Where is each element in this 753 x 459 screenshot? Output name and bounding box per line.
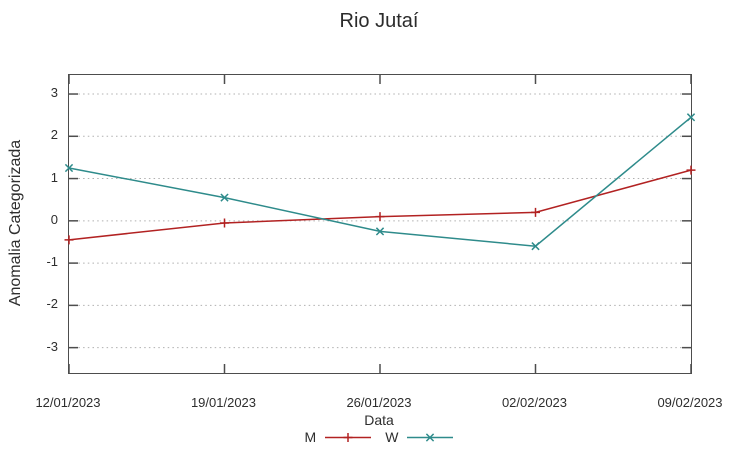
plus-marker <box>64 235 74 245</box>
legend-sample <box>325 432 372 442</box>
x-tick-label: 09/02/2023 <box>657 395 723 410</box>
x-tick-label: 19/01/2023 <box>190 395 257 410</box>
plus-marker <box>375 212 385 222</box>
cross-marker <box>64 163 74 173</box>
legend: M W <box>68 429 690 445</box>
legend-label-m: M <box>304 429 317 445</box>
plus-marker <box>686 165 696 175</box>
cross-marker <box>531 242 540 251</box>
plot-area <box>64 74 696 374</box>
chart-title: Rio Jutaí <box>339 10 419 32</box>
x-tick-label: 02/02/2023 <box>501 395 568 410</box>
x-axis-label: Data <box>364 412 394 428</box>
y-tick-label: 0 <box>50 211 58 227</box>
legend-item-w: W <box>385 429 454 445</box>
series-line-m <box>68 169 692 241</box>
cross-marker <box>375 227 385 236</box>
y-tick-label: 1 <box>50 169 58 185</box>
plot-svg <box>64 75 696 373</box>
plus-marker <box>531 207 540 217</box>
cross-marker <box>686 113 696 122</box>
legend-label-w: W <box>385 429 399 445</box>
cross-marker <box>426 432 435 442</box>
y-tick-label: 3 <box>50 85 58 101</box>
y-tick-label: -1 <box>46 254 58 270</box>
legend-item-m: M <box>305 429 372 445</box>
plus-marker <box>220 218 229 228</box>
x-tick-label: 26/01/2023 <box>346 395 412 410</box>
y-tick-label: 2 <box>50 127 58 143</box>
y-tick-label: -3 <box>46 338 58 354</box>
legend-sample <box>407 432 454 442</box>
cross-marker <box>220 193 229 202</box>
plus-marker <box>343 432 353 442</box>
y-tick-label: -2 <box>46 296 58 312</box>
x-tick-label: 12/01/2023 <box>35 395 101 410</box>
